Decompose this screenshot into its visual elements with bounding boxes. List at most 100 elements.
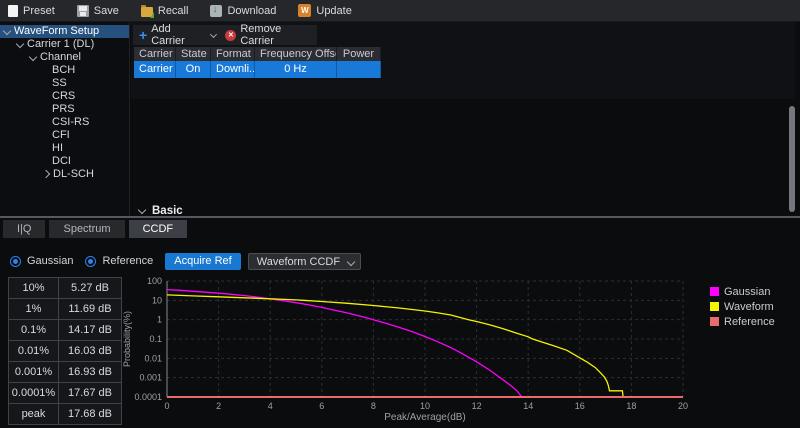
table-cell: On [176,61,211,78]
chevron-down-icon [210,30,217,37]
download-button[interactable]: Download [210,5,276,17]
stats-percent-cell: 10% [9,278,59,298]
chart-legend: GaussianWaveformReference [710,284,775,329]
tree-item-label: Channel [40,51,81,64]
table-row[interactable]: Carrier 0OnDownli...0 Hz [134,61,381,78]
tree-item-csi-rs[interactable]: CSI-RS [0,116,129,129]
update-icon: W [298,4,311,17]
tree-item-bch[interactable]: BCH [0,64,129,77]
tree-item-label: SS [52,77,67,90]
svg-text:10: 10 [152,295,162,305]
tree-item-label: WaveForm Setup [14,25,99,38]
svg-text:Peak/Average(dB): Peak/Average(dB) [384,412,466,423]
remove-circle-icon: ✕ [225,30,236,41]
svg-text:2: 2 [216,401,221,411]
stats-percent-cell: 1% [9,299,59,319]
document-icon [8,5,18,17]
column-header-format[interactable]: Format [211,47,255,61]
chevron-down-icon[interactable] [16,39,24,47]
column-header-state[interactable]: State [176,47,211,61]
recall-button[interactable]: Recall [141,5,189,17]
tab-ccdf[interactable]: CCDF [129,220,188,238]
tree-item-dci[interactable]: DCI [0,155,129,168]
chevron-down-icon[interactable] [29,52,37,60]
chevron-right-icon[interactable] [42,169,50,177]
add-carrier-button[interactable]: + Add Carrier [139,23,215,47]
ccdf-stats-table: 10%5.27 dB1%11.69 dB0.1%14.17 dB0.01%16.… [8,277,122,425]
carrier-toolbar: + Add Carrier ✕ Remove Carrier [133,25,317,45]
tree-item-carrier-1-dl-[interactable]: Carrier 1 (DL) [0,38,129,51]
column-header-power[interactable]: Power [337,47,381,61]
column-header-carrier[interactable]: Carrier [134,47,176,61]
ccdf-chart: 1001010.10.010.0010.00010246810121416182… [120,270,700,428]
tree-item-label: DL-SCH [53,168,94,181]
tree-item-channel[interactable]: Channel [0,51,129,64]
legend-item-gaussian: Gaussian [710,284,775,299]
waveform-app-window: Preset Save Recall Download WUpdate WaveForm… [0,0,800,428]
stats-value-cell: 17.67 dB [59,383,121,403]
tree-item-waveform-setup[interactable]: WaveForm Setup [0,25,129,38]
stats-percent-cell: peak [9,404,59,424]
panel-splitter[interactable] [0,216,800,218]
stats-row: 10%5.27 dB [9,278,121,299]
tab-spectrum[interactable]: Spectrum [49,220,124,238]
stats-value-cell: 17.68 dB [59,404,121,424]
stats-percent-cell: 0.0001% [9,383,59,403]
column-header-frequency-offset[interactable]: Frequency Offset [255,47,337,61]
tree-item-label: CFI [52,129,70,142]
svg-text:20: 20 [678,401,688,411]
stats-row: 0.01%16.03 dB [9,341,121,362]
svg-text:10: 10 [420,401,430,411]
tree-item-ss[interactable]: SS [0,77,129,90]
tab-i-q[interactable]: I|Q [3,220,45,238]
stats-value-cell: 16.93 dB [59,362,121,382]
save-button[interactable]: Save [77,5,119,17]
acquire-ref-button[interactable]: Acquire Ref [165,253,240,270]
save-label: Save [94,5,119,17]
svg-text:0.0001: 0.0001 [134,392,162,402]
tree-item-label: CSI-RS [52,116,89,129]
tree-item-cfi[interactable]: CFI [0,129,129,142]
svg-text:14: 14 [523,401,533,411]
recall-label: Recall [158,5,189,17]
properties-scrollbar[interactable] [789,106,795,212]
tree-item-label: DCI [52,155,71,168]
table-cell [337,61,381,78]
plus-icon: + [139,29,147,41]
carrier-table-header: CarrierStateFormatFrequency OffsetPower [134,47,381,61]
stats-percent-cell: 0.1% [9,320,59,340]
preset-button[interactable]: Preset [8,5,55,17]
chevron-down-icon [347,257,355,265]
tree-item-dl-sch[interactable]: DL-SCH [0,168,129,181]
remove-carrier-label: Remove Carrier [240,23,317,47]
tree-item-label: BCH [52,64,75,77]
properties-panel: Basic Frame Number1Sample Points307200Su… [131,101,800,216]
basic-section-header[interactable]: Basic [139,205,183,216]
download-label: Download [227,5,276,17]
svg-text:16: 16 [575,401,585,411]
tree-item-hi[interactable]: HI [0,142,129,155]
tree-item-label: HI [52,142,63,155]
legend-swatch-reference [710,317,719,326]
bottom-tab-bar: I|QSpectrum CCDF [3,220,187,238]
ccdf-view-dropdown[interactable]: Waveform CCDF [248,253,361,270]
table-cell: 0 Hz [255,61,337,78]
remove-carrier-button[interactable]: ✕ Remove Carrier [225,23,317,47]
basic-section-title: Basic [152,205,183,216]
legend-item-reference: Reference [710,314,775,329]
stats-row: peak17.68 dB [9,404,121,425]
chevron-down-icon[interactable] [3,26,11,34]
svg-text:100: 100 [147,276,162,286]
update-button[interactable]: WUpdate [298,4,351,17]
gaussian-radio[interactable] [10,256,21,267]
reference-radio[interactable] [85,256,96,267]
ccdf-view-value: Waveform CCDF [257,256,340,268]
stats-value-cell: 11.69 dB [59,299,121,319]
stats-row: 0.1%14.17 dB [9,320,121,341]
svg-text:8: 8 [371,401,376,411]
radio-dot-icon [88,259,93,264]
tree-item-prs[interactable]: PRS [0,103,129,116]
tree-item-crs[interactable]: CRS [0,90,129,103]
svg-text:1: 1 [157,315,162,325]
table-cell: Carrier 0 [134,61,176,78]
